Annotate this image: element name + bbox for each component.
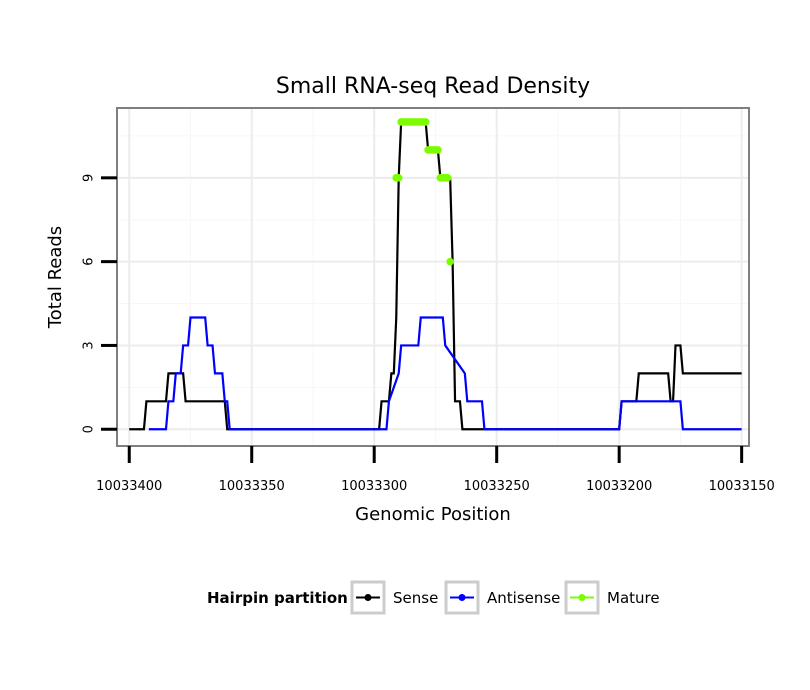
legend-title: Hairpin partition: [207, 589, 348, 607]
legend-key-point: [364, 594, 372, 601]
x-tick-label: 10033350: [219, 479, 285, 494]
mature-point: [446, 257, 454, 266]
y-tick-label: 3: [82, 341, 97, 349]
x-axis-title: Genomic Position: [355, 504, 511, 525]
legend-entry-antisense: Antisense: [444, 580, 560, 615]
antisense-series-line: [148, 316, 742, 431]
mature-point: [421, 118, 430, 126]
legend-label: Sense: [393, 589, 438, 607]
legend-label: Antisense: [487, 589, 560, 607]
chart-title: Small RNA-seq Read Density: [276, 74, 590, 99]
axes: 0 3 6 9 10033400 10033350 10033300 10033250 1003…: [82, 174, 775, 494]
y-axis-title: Total Reads: [45, 226, 66, 329]
y-tick-label: 9: [82, 174, 97, 182]
legend-entry-mature: Mature: [564, 580, 660, 615]
plot-border: [116, 107, 750, 447]
y-tick-label: 6: [82, 257, 97, 265]
x-tick-label: 10033300: [341, 479, 407, 494]
x-tick-label: 10033250: [464, 479, 530, 494]
x-tick-label: 10033150: [709, 479, 775, 494]
mature-point: [394, 174, 403, 182]
legend-key-point: [458, 594, 466, 601]
plot-background: [117, 108, 749, 446]
plot-area: [117, 108, 749, 446]
legend: Hairpin partition Sense Antisense Mature: [207, 580, 660, 615]
legend-key-point: [578, 594, 586, 601]
x-tick-label: 10033200: [586, 479, 652, 494]
legend-label: Mature: [607, 589, 660, 607]
x-tick-label: 10033400: [96, 479, 162, 494]
y-tick-label: 0: [82, 425, 97, 433]
legend-entry-sense: Sense: [350, 580, 438, 615]
mature-point: [443, 174, 452, 182]
mature-point: [434, 146, 442, 154]
